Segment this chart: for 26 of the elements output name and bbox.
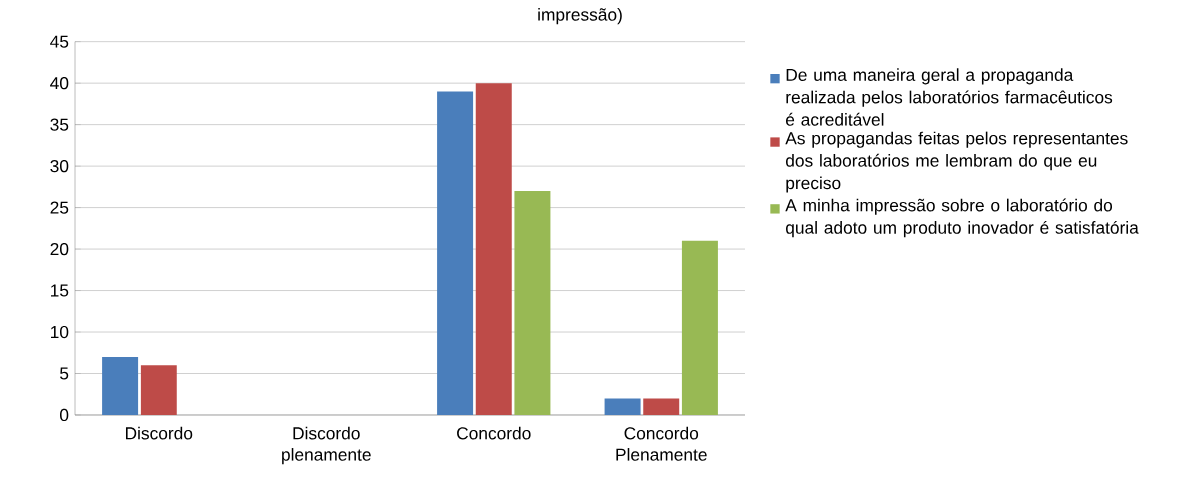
y-tick-label: 15 (51, 284, 69, 297)
legend-label: A minha impressão sobre o laboratório do qual adoto um produto inovador é satisfatória (785, 198, 1139, 238)
bar (102, 356, 139, 415)
y-tick-label: 30 (50, 159, 69, 173)
legend-label: As propagandas feitas pelos representantes dos laboratórios me lembram do que eu preciso (785, 131, 1128, 193)
bar (681, 240, 718, 415)
x-tick-label: Discordo plenamente (282, 426, 371, 465)
y-tick-label: 0 (60, 408, 69, 422)
chart-title: impressão) (538, 8, 622, 25)
x-tick-label: Discordo (125, 426, 193, 440)
bar (514, 191, 551, 415)
y-tick-label: 5 (60, 367, 69, 380)
y-tick-label: 10 (51, 325, 69, 339)
x-tick-label: Concordo (457, 426, 531, 440)
bar (140, 365, 177, 415)
bar (604, 398, 641, 415)
legend-label: De uma maneira geral a propaganda realizada pelos laboratórios farmacêuticos é acreditável (786, 68, 1113, 126)
y-tick-label: 25 (50, 201, 69, 214)
bar (475, 83, 512, 415)
y-tick-label: 20 (50, 242, 69, 256)
bar (643, 398, 680, 415)
y-tick-label: 35 (50, 118, 69, 131)
x-tick-label: Concordo Plenamente (616, 426, 707, 461)
y-tick-label: 40 (50, 77, 69, 90)
bar (437, 91, 474, 415)
y-tick-label: 45 (50, 35, 69, 48)
